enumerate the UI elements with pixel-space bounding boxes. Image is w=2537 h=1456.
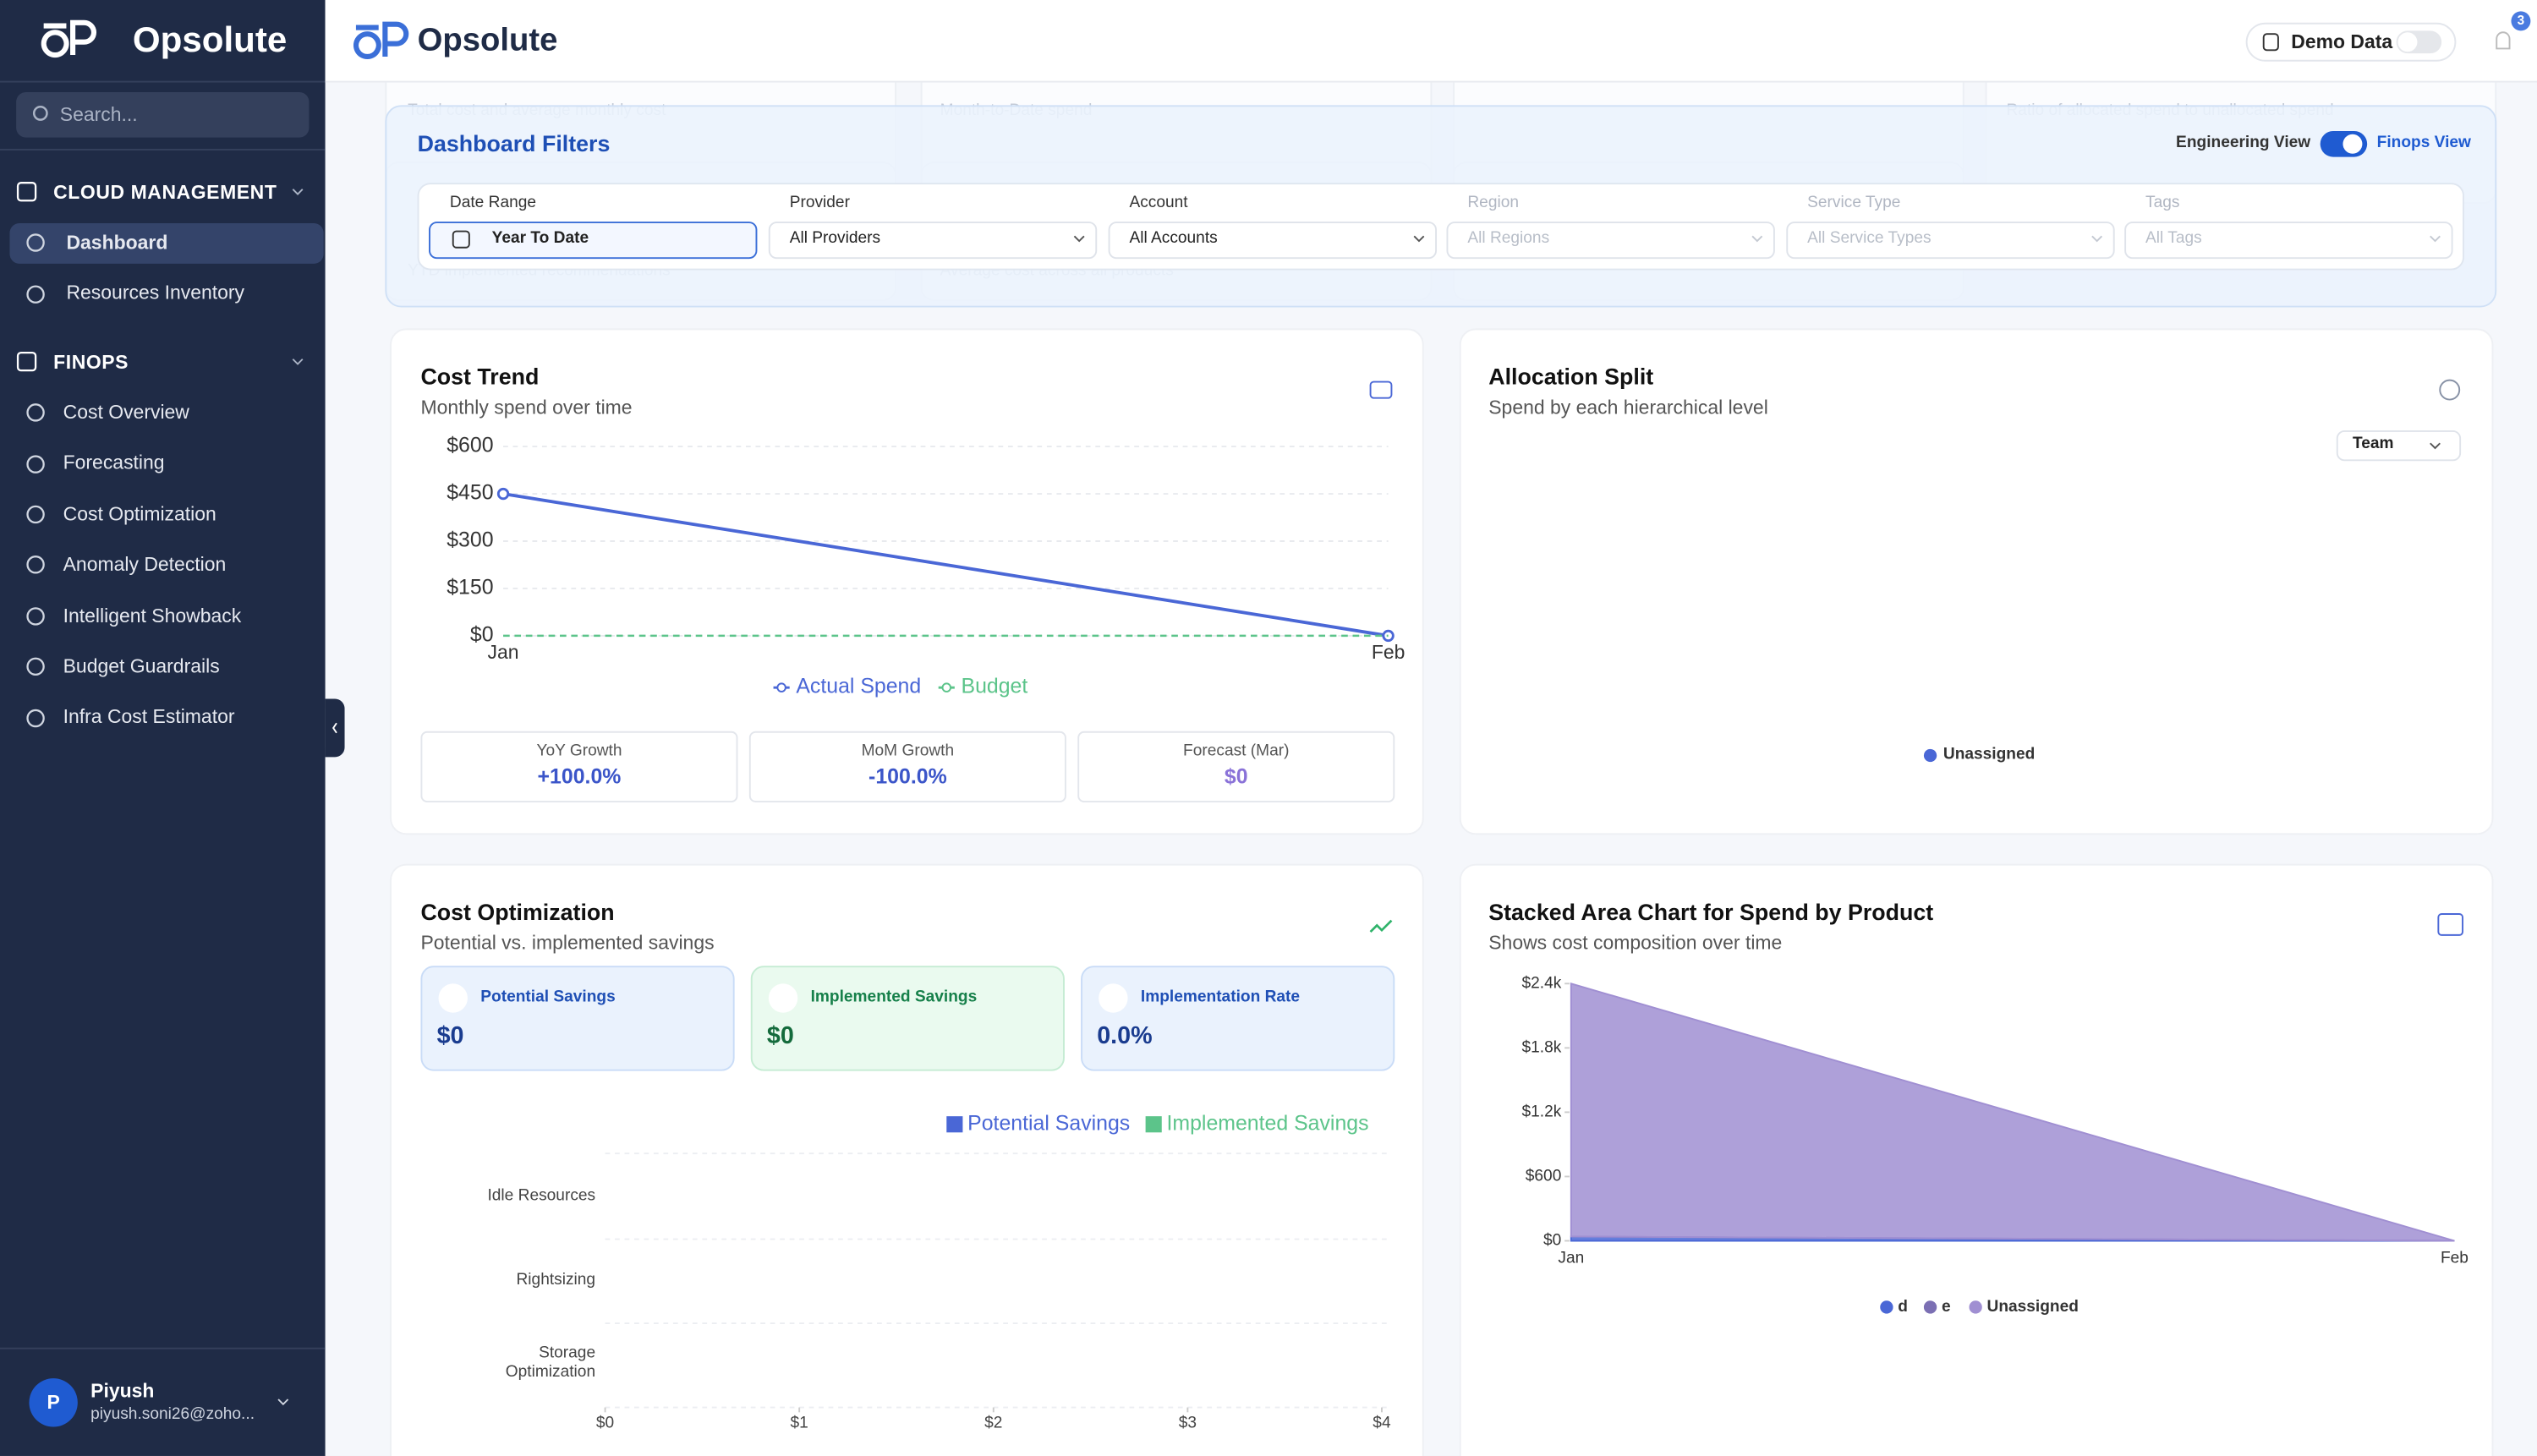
filter-value: All Tags: [2145, 229, 2202, 248]
legend-label: Unassigned: [1942, 746, 2036, 764]
search-box[interactable]: [16, 92, 310, 138]
demo-knob: [2397, 32, 2418, 52]
notif-badge: [2511, 11, 2531, 31]
stat-box: [748, 731, 1066, 802]
divider: [0, 1347, 326, 1349]
stat-value: -100.0%: [868, 764, 947, 789]
header: [325, 0, 2537, 83]
filter-value: All Providers: [789, 229, 881, 248]
filter-value: All Accounts: [1129, 229, 1218, 248]
card-title: Allocation Split: [1488, 363, 1654, 390]
card-subtitle: Potential vs. implemented savings: [420, 931, 715, 955]
savings-value: $0: [766, 1022, 794, 1050]
filter-label: Tags: [2145, 194, 2180, 212]
dropdown-value: Team: [2352, 435, 2394, 453]
stat-box: [420, 731, 738, 802]
nav-item[interactable]: Anomaly Detection: [63, 553, 227, 577]
nav-item[interactable]: Budget Guardrails: [63, 654, 220, 678]
filter-label: Region: [1467, 194, 1520, 212]
y-tick-label: Rightsizing: [516, 1271, 596, 1289]
card-title: Cost Optimization: [420, 899, 615, 925]
card-title: Cost Trend: [420, 363, 540, 390]
savings-card: [750, 966, 1065, 1071]
stat-label: MoM Growth: [861, 742, 955, 761]
nav-item[interactable]: Cost Optimization: [63, 502, 216, 526]
filter-select[interactable]: [768, 222, 1098, 260]
user-email: piyush.soni26@zoho...: [90, 1405, 255, 1424]
filter-value: All Service Types: [1807, 229, 1932, 248]
nav-item[interactable]: Infra Cost Estimator: [63, 705, 235, 729]
demo-label: Demo Data: [2291, 30, 2393, 53]
stat-value: $0: [1224, 764, 1248, 789]
filter-label: Date Range: [449, 194, 537, 212]
stat-label: Forecast (Mar): [1183, 742, 1290, 761]
avatar-initial: P: [47, 1391, 60, 1414]
card-subtitle: Spend by each hierarchical level: [1488, 396, 1768, 419]
card: [1459, 328, 2494, 835]
savings-icon: [1099, 983, 1128, 1013]
y-tick-label: Idle Resources: [487, 1187, 596, 1206]
nav-item[interactable]: Intelligent Showback: [63, 604, 242, 627]
view-label: Engineering View: [2176, 134, 2311, 152]
nav-item[interactable]: Dashboard: [66, 231, 168, 255]
filter-select[interactable]: [1786, 222, 2115, 260]
nav-item[interactable]: Cost Overview: [63, 401, 189, 424]
notif-count: 3: [2517, 13, 2525, 28]
savings-value: $0: [436, 1022, 464, 1050]
filter-value: Year To Date: [491, 229, 589, 248]
view-knob: [2342, 134, 2363, 154]
filter-title: Dashboard Filters: [417, 130, 611, 156]
filter-value: All Regions: [1467, 229, 1550, 248]
filter-select[interactable]: [2124, 222, 2453, 260]
filter-label: Account: [1129, 194, 1188, 212]
filter-select[interactable]: [1108, 222, 1438, 260]
stat-value: +100.0%: [537, 764, 622, 789]
filter-box: [417, 183, 2464, 271]
savings-icon: [438, 983, 468, 1013]
card: [390, 863, 1424, 1456]
collapse-tab[interactable]: [325, 698, 345, 758]
filter-select[interactable]: [1446, 222, 1775, 260]
nav-item[interactable]: Resources Inventory: [66, 282, 245, 305]
card-title: Stacked Area Chart for Spend by Product: [1488, 899, 1934, 925]
card-subtitle: Monthly spend over time: [420, 396, 633, 419]
savings-value: 0.0%: [1097, 1022, 1153, 1050]
section-title[interactable]: FINOPS: [53, 350, 129, 374]
stat-box: [1077, 731, 1395, 802]
brand-name: Opsolute: [132, 19, 288, 60]
filter-label: Service Type: [1807, 194, 1901, 212]
stat-label: YoY Growth: [536, 742, 622, 761]
savings-card: [420, 966, 735, 1071]
nav-item[interactable]: Forecasting: [63, 452, 165, 474]
card-subtitle: Shows cost composition over time: [1488, 931, 1783, 955]
divider: [0, 149, 326, 151]
active-item-bg: [9, 223, 324, 264]
savings-label: Potential Savings: [480, 988, 616, 1007]
savings-card: [1081, 966, 1395, 1071]
avatar: [29, 1378, 78, 1427]
divider: [0, 80, 326, 83]
user-name: Piyush: [90, 1379, 155, 1403]
search-placeholder: Search...: [59, 103, 138, 126]
savings-label: Implementation Rate: [1140, 988, 1301, 1007]
view-label: Finops View: [2376, 134, 2471, 152]
filter-label: Provider: [789, 194, 850, 212]
y-tick-label: Storage Optimization: [505, 1344, 596, 1382]
savings-label: Implemented Savings: [810, 988, 978, 1007]
header-brand: Opsolute: [417, 22, 558, 58]
filter-select[interactable]: [429, 222, 758, 260]
section-title[interactable]: CLOUD MANAGEMENT: [53, 180, 277, 204]
savings-icon: [768, 983, 798, 1013]
